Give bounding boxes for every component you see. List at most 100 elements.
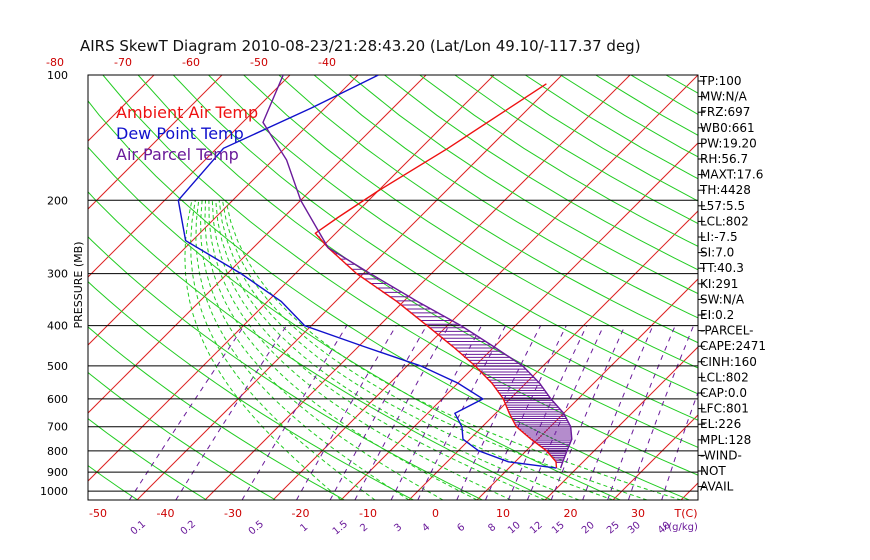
dry-adiabat-line [384,75,698,271]
dry-adiabat-line [88,191,552,500]
top-temp-tick-label: -80 [46,56,64,69]
isotherm-line [88,75,291,278]
series-line-ambient-air-temp [314,83,558,469]
index-label: MAXT:17.6 [700,168,763,182]
index-label: NOT [700,464,726,478]
mixing-ratio-line [241,325,348,500]
bottom-temp-tick-label: -20 [292,507,310,520]
index-label: TT:40.3 [699,261,744,275]
mixing-ratio-tick-label: 2 [358,522,370,535]
isotherm-line [88,75,223,210]
dry-adiabat-line [137,75,698,448]
dry-adiabat-line [419,75,698,247]
mixing-ratio-line [485,325,567,500]
moist-adiabat-line [211,200,546,500]
pressure-tick-label: 200 [47,194,68,207]
mixing-ratio-line [526,325,605,500]
series-line-air-parcel-temp [262,75,573,469]
dry-adiabat-line [243,75,698,369]
mixing-ratio-line [550,325,626,500]
mixing-ratio-line [128,325,245,500]
mixing-ratio-tick-label: 1 [298,522,310,535]
dry-adiabat-line [208,75,698,395]
index-label: SI:7.0 [700,246,734,260]
pressure-tick-label: 1000 [40,485,68,498]
mixing-ratio-tick-label: 0.2 [179,519,198,538]
dry-adiabat-line [454,75,698,225]
bottom-temp-tick-label: -50 [89,507,107,520]
dry-adiabat-line [88,465,138,500]
background-grid [0,75,698,500]
sounding-lines [177,75,573,469]
series-line-dew-point-temp [177,75,557,469]
moist-adiabat-line [200,200,444,500]
dry-adiabat-line [88,326,345,500]
bottom-temp-tick-label: -10 [359,507,377,520]
index-label: LCL:802 [700,370,749,384]
plot-frame [87,74,699,501]
dry-adiabat-line [88,236,483,500]
index-label: FRZ:697 [700,105,750,119]
isotherm-line [136,75,563,500]
isotherm-line [88,75,427,414]
x-axis-label: T(C) [674,507,698,520]
mixing-ratio-line [329,325,428,500]
mixing-ratio-tick-label: 12 [528,520,545,537]
index-label: PW:19.20 [700,136,757,150]
mixing-ratio-line [661,390,698,500]
pressure-tick-label: 100 [47,69,68,82]
dry-adiabat-line [88,371,276,500]
mixing-ratio-line [582,325,654,500]
moist-adiabat-line [225,200,682,500]
chart-title: AIRS SkewT Diagram 2010-08-23/21:28:43.2… [80,37,641,55]
moist-adiabat-line [184,200,342,500]
pressure-tick-label: 300 [47,268,68,281]
dry-adiabat-line [88,417,207,500]
moist-adiabat-line [204,200,478,500]
index-label: CAP:0.0 [700,386,747,400]
index-label: MPL:128 [700,433,751,447]
mixing-ratio-tick-label: 10 [506,520,523,537]
index-label: KI:291 [700,277,738,291]
dry-adiabat-line [665,75,698,94]
dry-adiabat-line [313,75,698,319]
index-label: CINH:160 [700,355,757,369]
dry-adiabat-line [88,100,690,500]
pressure-tick-label: 600 [47,393,68,406]
index-label: RH:56.7 [700,152,748,166]
bottom-temp-tick-label: 10 [496,507,510,520]
isotherm-line [0,75,18,500]
index-label: MW:N/A [700,90,748,104]
legend-entry: Ambient Air Temp [116,103,258,122]
index-label: -WIND- [700,448,742,462]
moist-adiabat-line [215,200,580,500]
mixing-ratio-tick-label: 3 [392,522,404,535]
mixing-ratio-line [296,325,397,500]
index-label: SW:N/A [700,292,745,306]
cape-hatching [318,236,572,463]
isotherm-line [88,75,495,482]
bottom-temp-tick-label: 20 [564,507,578,520]
mixing-ratio-line [390,325,483,500]
legend-entry: Dew Point Temp [116,124,244,143]
pressure-tick-label: 900 [47,466,68,479]
dry-adiabat-line [88,146,621,500]
moist-adiabat-line [222,200,648,500]
mixing-ratio-line [627,325,695,500]
pressure-tick-label: 800 [47,445,68,458]
dry-adiabat-line [172,75,698,421]
dry-adiabat-line [88,281,414,500]
index-label: EL:226 [700,417,741,431]
isotherm-line [88,75,359,346]
index-label: CAPE:2471 [700,339,766,353]
bottom-temp-tick-label: 30 [631,507,645,520]
isotherm-line [340,142,698,500]
mixing-ratio-tick-label: 4 [420,522,432,535]
dry-adiabat-line [0,75,69,500]
index-label: EI:0.2 [700,308,734,322]
mixing-ratio-tick-label: 6 [455,522,467,535]
mixing-ratio-tick-label: 8 [486,522,498,535]
index-label: TH:4428 [699,183,751,197]
index-label: TP:100 [699,74,742,88]
